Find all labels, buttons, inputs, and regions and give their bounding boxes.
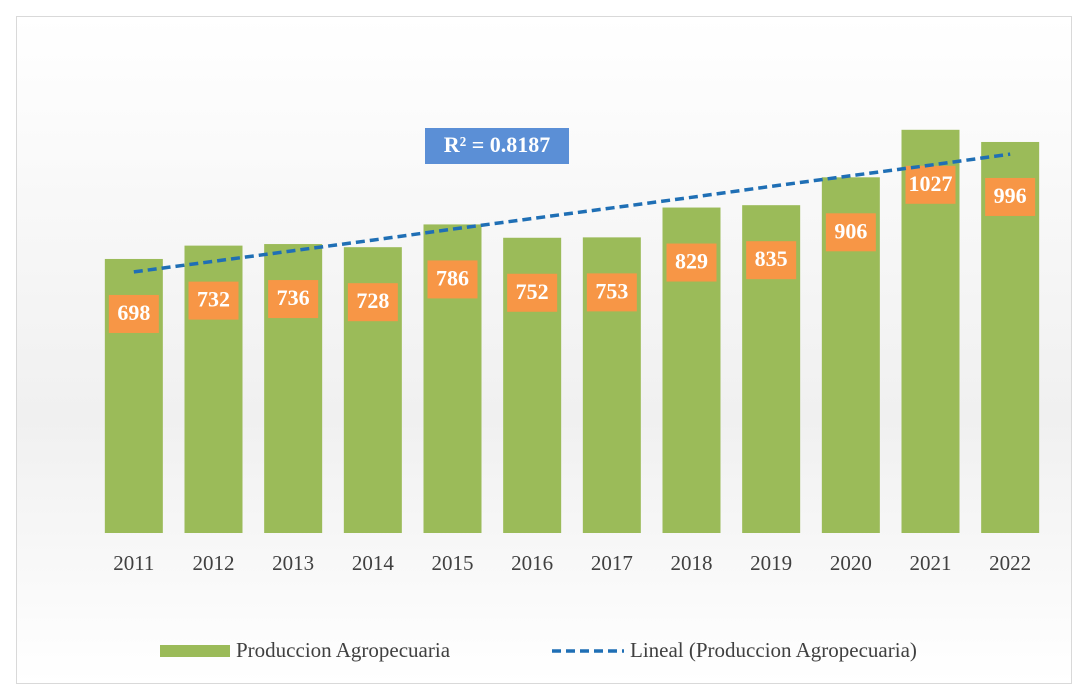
x-tick-label: 2020: [830, 551, 872, 575]
x-tick-label: 2014: [352, 551, 395, 575]
x-tick-label: 2021: [910, 551, 952, 575]
x-tick-label: 2017: [591, 551, 633, 575]
value-label-box: [427, 260, 478, 299]
value-label: 829: [675, 249, 708, 274]
value-label: 906: [834, 218, 867, 243]
x-tick-label: 2013: [272, 551, 314, 575]
value-label: 996: [994, 183, 1027, 208]
x-tick-label: 2015: [432, 551, 474, 575]
x-tick-label: 2019: [750, 551, 792, 575]
x-tick-label: 2012: [193, 551, 235, 575]
trend-line: [133, 152, 1011, 274]
x-tick-label: 2011: [113, 551, 154, 575]
annotation: R² = 0.8187: [444, 132, 551, 157]
x-tick-label: 2022: [989, 551, 1031, 575]
value-label-box: [586, 273, 637, 312]
value-label-box: [985, 177, 1036, 216]
value-label-box: [347, 283, 398, 322]
x-tick-label: 2016: [511, 551, 553, 575]
x-tick-label: 2018: [671, 551, 713, 575]
value-label: 786: [436, 265, 469, 290]
value-label: 752: [516, 279, 549, 304]
value-label: 728: [356, 288, 389, 313]
legend-swatch: [160, 645, 230, 657]
value-label: 698: [117, 300, 150, 325]
value-label-box: [188, 281, 239, 320]
value-label-box: [905, 165, 956, 204]
legend-label: Lineal (Produccion Agropecuaria): [630, 638, 917, 662]
value-label: 732: [197, 287, 230, 312]
annotation-box: [425, 128, 569, 164]
value-label-box: [746, 241, 797, 280]
value-label-box: [108, 294, 159, 333]
value-label: 736: [277, 285, 310, 310]
value-label: 753: [595, 278, 628, 303]
value-label-box: [268, 280, 319, 319]
value-label-box: [825, 213, 876, 252]
value-label-box: [507, 273, 558, 312]
value-label: 1027: [909, 171, 953, 196]
legend-label: Produccion Agropecuaria: [236, 638, 451, 662]
value-label-box: [666, 243, 717, 282]
value-label: 835: [755, 246, 788, 271]
